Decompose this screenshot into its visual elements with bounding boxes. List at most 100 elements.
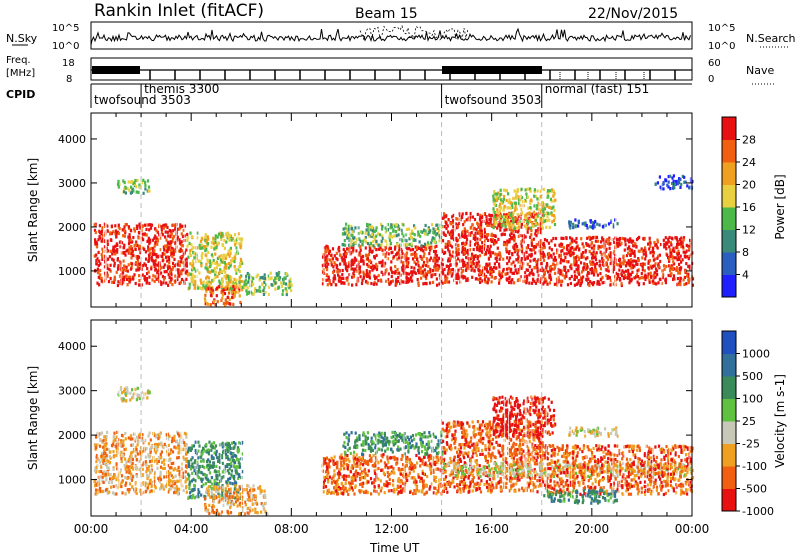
- echo-cell: [239, 237, 241, 240]
- echo-cell: [688, 281, 690, 284]
- echo-cell: [488, 250, 490, 253]
- echo-cell: [580, 261, 582, 264]
- echo-cell: [494, 262, 496, 265]
- echo-cell: [623, 271, 625, 274]
- echo-cell: [372, 240, 374, 243]
- echo-cell: [216, 263, 218, 266]
- echo-cell: [574, 284, 576, 287]
- echo-cell: [591, 246, 593, 249]
- echo-cell: [131, 455, 133, 458]
- echo-cell: [185, 478, 187, 481]
- echo-cell: [637, 259, 639, 262]
- echo-cell: [234, 255, 236, 258]
- echo-cell: [210, 294, 212, 297]
- echo-cell: [539, 190, 541, 193]
- echo-cell: [276, 272, 278, 275]
- echo-cell: [223, 239, 225, 242]
- echo-cell: [418, 247, 420, 250]
- echo-cell: [156, 243, 158, 246]
- echo-cell: [490, 220, 492, 223]
- echo-cell: [342, 243, 344, 246]
- echo-cell: [130, 256, 132, 259]
- echo-cell: [608, 269, 610, 272]
- echo-cell: [162, 467, 164, 470]
- echo-cell: [665, 236, 667, 239]
- echo-cell: [244, 283, 246, 286]
- echo-cell: [506, 278, 508, 281]
- echo-cell: [532, 272, 534, 275]
- echo-cell: [132, 462, 134, 465]
- echo-cell: [469, 212, 471, 215]
- echo-cell: [185, 249, 187, 252]
- echo-cell: [617, 238, 619, 241]
- echo-cell: [173, 446, 175, 449]
- echo-cell: [506, 199, 508, 202]
- echo-cell: [569, 277, 571, 280]
- echo-cell: [128, 471, 130, 474]
- echo-cell: [264, 273, 266, 276]
- echo-cell: [642, 265, 644, 268]
- echo-cell: [238, 281, 240, 284]
- echo-cell: [103, 459, 105, 462]
- echo-cell: [662, 187, 664, 190]
- echo-cell: [129, 252, 131, 255]
- echo-cell: [507, 201, 509, 204]
- echo-cell: [224, 292, 226, 295]
- echo-cell: [645, 254, 647, 257]
- echo-cell: [411, 236, 413, 239]
- echo-cell: [259, 290, 261, 293]
- echo-cell: [146, 477, 148, 480]
- echo-cell: [575, 263, 577, 266]
- echo-cell: [128, 458, 130, 461]
- echo-cell: [495, 257, 497, 260]
- echo-cell: [155, 268, 157, 271]
- echo-cell: [229, 249, 231, 252]
- echo-cell: [456, 277, 458, 280]
- echo-cell: [394, 248, 396, 251]
- echo-cell: [578, 258, 580, 261]
- colorbar-tick-label: 12: [742, 224, 756, 237]
- echo-cell: [568, 220, 570, 223]
- data-gap: [557, 113, 558, 307]
- echo-cell: [192, 278, 194, 281]
- echo-cell: [120, 457, 122, 460]
- echo-cell: [112, 443, 114, 446]
- echo-cell: [408, 247, 410, 250]
- echo-cell: [227, 296, 229, 299]
- freq-tick-top: 18: [62, 58, 75, 69]
- echo-cell: [333, 261, 335, 264]
- echo-cell: [434, 240, 436, 243]
- echo-cell: [168, 256, 170, 259]
- echo-cell: [146, 277, 148, 280]
- echo-cell: [631, 249, 633, 252]
- echo-cell: [145, 460, 147, 463]
- data-gap: [483, 113, 484, 307]
- echo-cell: [553, 214, 555, 217]
- echo-cell: [134, 244, 136, 247]
- echo-cell: [233, 294, 235, 297]
- echo-cell: [589, 250, 591, 253]
- echo-cell: [627, 252, 629, 255]
- echo-cell: [143, 248, 145, 251]
- echo-cell: [560, 254, 562, 257]
- colorbar-segment: [722, 140, 736, 163]
- echo-cell: [503, 195, 505, 198]
- echo-cell: [131, 485, 133, 488]
- echo-cell: [500, 189, 502, 192]
- echo-cell: [562, 273, 564, 276]
- echo-cell: [363, 273, 365, 276]
- echo-cell: [95, 460, 97, 463]
- echo-cell: [458, 252, 460, 255]
- echo-cell: [571, 238, 573, 241]
- echo-cell: [215, 246, 217, 249]
- echo-cell: [591, 252, 593, 255]
- echo-cell: [577, 268, 579, 271]
- echo-cell: [499, 215, 501, 218]
- echo-cell: [481, 241, 483, 244]
- echo-cell: [672, 187, 674, 190]
- echo-cell: [367, 233, 369, 236]
- echo-cell: [99, 490, 101, 493]
- echo-cell: [392, 228, 394, 231]
- echo-cell: [216, 450, 218, 453]
- echo-cell: [95, 231, 97, 234]
